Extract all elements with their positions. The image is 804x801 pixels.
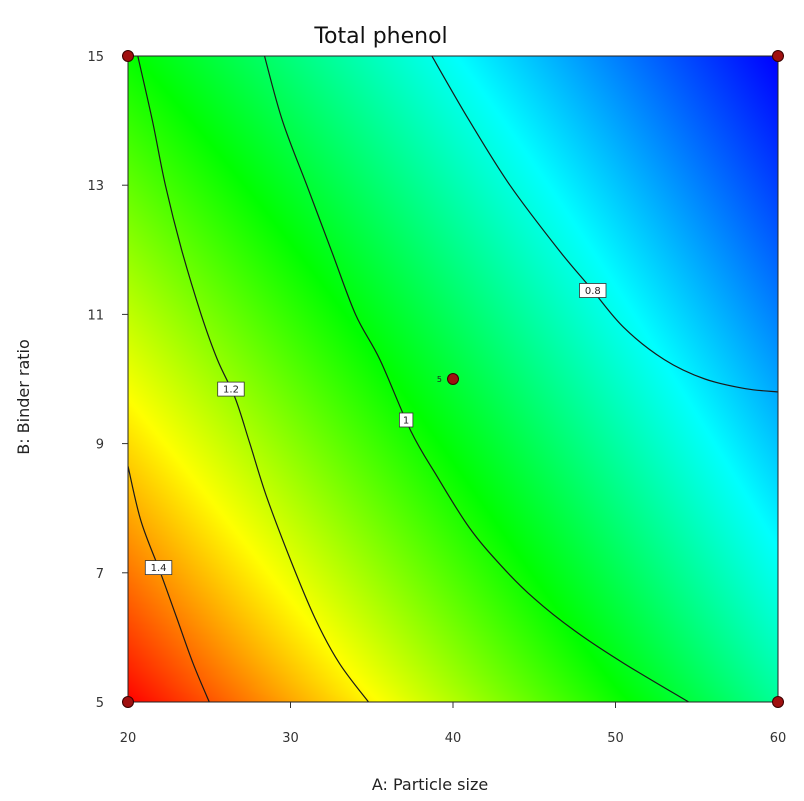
contour-label-0.8: 0.8	[585, 286, 601, 297]
x-axis-title: A: Particle size	[372, 775, 488, 794]
contour-label-1.4: 1.4	[151, 563, 167, 574]
y-axis-title: B: Binder ratio	[14, 339, 33, 455]
x-tick-label-50: 50	[607, 731, 624, 746]
design-point	[122, 50, 134, 62]
design-point	[772, 50, 784, 62]
chart-title: Total phenol	[313, 24, 447, 49]
x-tick-label-60: 60	[770, 731, 787, 746]
contour-label-box-1	[398, 412, 414, 428]
y-tick-label-13: 13	[87, 179, 104, 194]
contour-label-1.2: 1.2	[223, 385, 239, 396]
y-tick-label-11: 11	[87, 308, 104, 323]
design-point	[772, 696, 784, 708]
design-point	[447, 373, 459, 385]
contour-label-box-1.2	[217, 381, 245, 397]
contour-line-1	[263, 56, 689, 702]
x-tick-label-20: 20	[120, 731, 137, 746]
y-tick-label-5: 5	[96, 696, 104, 711]
y-tick-label-15: 15	[87, 50, 104, 65]
y-tick-label-7: 7	[96, 567, 104, 582]
contour-label-1: 1	[403, 416, 409, 427]
design-point	[122, 696, 134, 708]
design-points: 5	[122, 50, 784, 708]
design-point-label: 5	[437, 375, 442, 384]
contour-line-0.8	[431, 56, 778, 393]
y-tick-label-9: 9	[96, 438, 104, 453]
contour-lines: 0.8 1 1.2 1.4	[128, 56, 778, 702]
contour-line-1.4	[128, 466, 210, 702]
x-tick-label-40: 40	[445, 731, 462, 746]
contour-label-box-0.8	[579, 283, 607, 298]
x-tick-label-30: 30	[282, 731, 299, 746]
contour-label-box-1.4	[144, 560, 173, 575]
